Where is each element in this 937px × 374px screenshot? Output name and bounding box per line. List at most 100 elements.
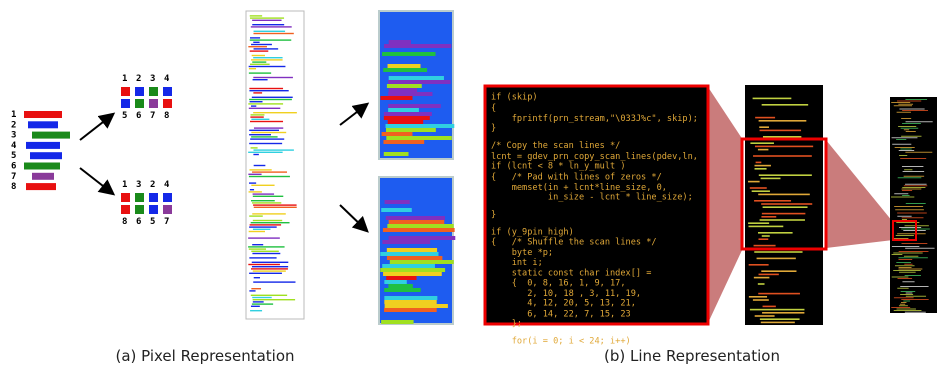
code-line: [896, 262, 911, 263]
code-line: [903, 230, 926, 231]
code-line: [754, 245, 776, 247]
grid-cell: [135, 87, 144, 96]
grid-label: 8: [122, 217, 127, 227]
code-line: [754, 200, 791, 202]
pixel-line: [250, 224, 281, 225]
pixel-line: [251, 132, 286, 133]
pixel-line: [252, 55, 265, 56]
pixel-line: [249, 90, 288, 91]
code-line: [905, 184, 927, 185]
pixel-line: [250, 189, 254, 190]
row-label: 3: [11, 131, 16, 141]
grid-cell: [163, 205, 172, 214]
code-line: [905, 248, 934, 249]
pixel-line: [249, 66, 286, 67]
pixel-line: [254, 127, 283, 128]
pixel-line: [253, 301, 264, 302]
pixel-line: [254, 31, 286, 32]
grid-cell: [149, 205, 158, 214]
code-line: [899, 227, 921, 228]
pixel-line: [250, 15, 262, 16]
pixel-line: [251, 200, 275, 201]
code-line: [904, 264, 912, 265]
code-line: if (y_9pin_high): [491, 228, 574, 238]
code-line: [760, 318, 800, 320]
code-line: [762, 213, 806, 215]
pixel-line: [254, 207, 297, 208]
code-line: /* Copy the scan lines */: [491, 141, 620, 151]
pixel-band: [382, 264, 435, 268]
pixel-band: [388, 284, 412, 288]
pixel-line: [249, 231, 265, 232]
pixel-line: [253, 193, 274, 194]
code-line: memset(in + lcnt*line_size, 0,: [491, 183, 667, 193]
pixel-line: [251, 44, 272, 45]
line-bar: [24, 111, 62, 118]
code-line: [900, 286, 928, 287]
pixel-band: [382, 52, 435, 56]
grid-cell: [135, 99, 144, 108]
pixel-line: [252, 20, 281, 21]
code-line: [892, 254, 903, 255]
code-line: [900, 304, 905, 305]
pixel-line: [249, 134, 271, 135]
pixel-line: [250, 310, 262, 311]
pixel-band: [388, 80, 450, 84]
code-line: [902, 281, 914, 282]
grid-label: 3: [136, 180, 141, 190]
pixel-line: [253, 270, 286, 271]
code-line: [904, 176, 924, 177]
code-line: [901, 302, 906, 303]
code-line: [754, 277, 770, 279]
code-line: [899, 272, 916, 273]
pixel-line: [249, 248, 266, 249]
code-line: [892, 277, 909, 278]
pixel-line: [253, 229, 271, 230]
code-line: [891, 102, 910, 103]
grid-cell: [135, 205, 144, 214]
code-line: }: [491, 210, 496, 220]
pixel-line: [253, 57, 282, 58]
caption: (a) Pixel Representation: [115, 347, 294, 365]
code-line: [901, 291, 916, 292]
code-line: [892, 246, 919, 247]
code-line: [762, 104, 808, 106]
pixel-line: [253, 149, 293, 150]
code-line: [902, 166, 923, 167]
code-line: [899, 109, 924, 110]
code-line: [749, 296, 767, 298]
code-line: [899, 150, 914, 151]
code-line: [897, 101, 921, 102]
grid-label: 3: [150, 74, 155, 84]
code-line: [763, 136, 801, 138]
pixel-line: [253, 33, 293, 34]
pixel-band: [384, 288, 421, 292]
pixel-line: [251, 105, 256, 106]
code-line: [898, 104, 913, 105]
code-line: [748, 181, 760, 183]
code-line: [758, 232, 793, 234]
pixel-line: [249, 169, 271, 170]
code-line: [753, 299, 769, 301]
code-line: [759, 174, 812, 176]
pixel-line: [248, 264, 280, 265]
pixel-line: [249, 99, 292, 100]
pixel-line: [248, 237, 280, 238]
pixel-line: [250, 17, 284, 18]
pixel-band: [383, 272, 442, 276]
code-line: [898, 126, 916, 127]
code-line: [753, 98, 792, 100]
pixel-line: [250, 39, 291, 40]
code-line: [755, 315, 775, 317]
pixel-band: [384, 308, 437, 312]
code-line: if (skip): [491, 93, 538, 103]
code-line: [892, 238, 908, 239]
grid-label: 5: [122, 111, 127, 121]
pixel-band: [386, 124, 455, 128]
code-line: [905, 312, 926, 313]
code-line: [901, 243, 927, 244]
pixel-line: [252, 262, 289, 263]
code-line: [902, 217, 924, 218]
code-line: [899, 251, 929, 252]
grid-cell: [163, 87, 172, 96]
